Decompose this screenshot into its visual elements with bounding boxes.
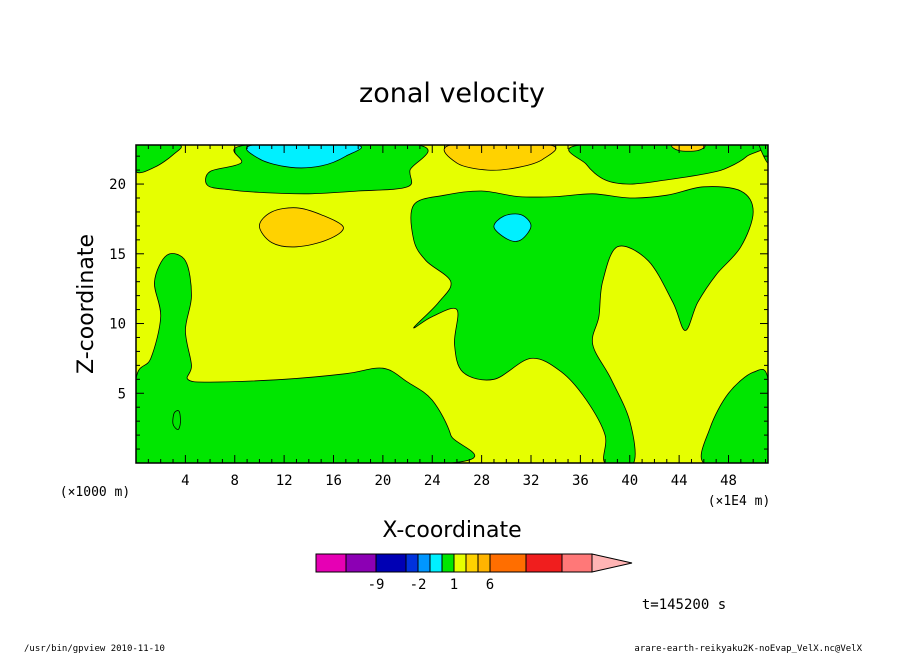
- y-tick-label: 20: [109, 177, 126, 193]
- colorbar-swatch: [489, 553, 527, 573]
- y-unit-label: (×1000 m): [60, 485, 130, 500]
- x-tick-label: 44: [671, 473, 688, 489]
- x-tick-label: 32: [523, 473, 540, 489]
- y-axis-title: Z-coordinate: [74, 234, 99, 374]
- colorbar-swatch: [405, 553, 419, 573]
- colorbar-swatch: [315, 553, 347, 573]
- colorbar-swatch: [477, 553, 491, 573]
- y-tick-label: 5: [118, 386, 126, 402]
- y-tick-label: 10: [109, 317, 126, 333]
- chart-title: zonal velocity: [359, 78, 545, 109]
- contour-region-0-6: [758, 145, 768, 164]
- contour-regions: [136, 145, 768, 463]
- colorbar-swatch: [345, 553, 377, 573]
- plot-frame: [135, 144, 769, 464]
- colorbar-swatch: [441, 553, 455, 573]
- contour-region-0-0: [136, 253, 476, 463]
- contour-region-0-1: [136, 145, 182, 174]
- contour-region-2-1: [493, 213, 532, 242]
- colorbar-level-label: 1: [450, 577, 458, 593]
- x-tick-label: 40: [621, 473, 638, 489]
- time-label: t=145200 s: [642, 597, 726, 613]
- footer-left: /usr/bin/gpview 2010-11-10: [24, 644, 165, 654]
- colorbar-swatch: [453, 553, 467, 573]
- footer-right: arare-earth-reikyaku2K-noEvap_VelX.nc@Ve…: [634, 644, 862, 654]
- x-tick-label: 4: [181, 473, 189, 489]
- contour-region-0-5: [700, 368, 768, 463]
- contour-region-0-4: [410, 186, 754, 463]
- colorbar-level-label: 6: [486, 577, 494, 593]
- colorbar-swatch: [417, 553, 431, 573]
- colorbar-level-label: -2: [410, 577, 427, 593]
- x-tick-label: 20: [374, 473, 391, 489]
- contour-region-1-2: [671, 145, 706, 152]
- x-tick-label: 16: [325, 473, 342, 489]
- contour-region-1-0: [258, 207, 344, 248]
- x-tick-label: 36: [572, 473, 589, 489]
- colorbar-swatch: [465, 553, 479, 573]
- x-tick-label: 8: [231, 473, 239, 489]
- y-tick-label: 15: [109, 247, 126, 263]
- contour-region-2-0: [246, 145, 362, 169]
- x-tick-label: 28: [473, 473, 490, 489]
- colorbar-swatch: [561, 553, 593, 573]
- x-tick-label: 12: [276, 473, 293, 489]
- contour-region-3-0: [172, 410, 181, 430]
- contour-region-1-1: [443, 145, 557, 171]
- x-tick-label: 48: [720, 473, 737, 489]
- colorbar: -9 -2 1 6: [315, 553, 633, 593]
- x-unit-label: (×1E4 m): [708, 494, 771, 509]
- colorbar-arrow: [591, 553, 633, 573]
- x-axis-title: X-coordinate: [382, 518, 521, 543]
- colorbar-swatch: [375, 553, 407, 573]
- x-tick-label: 24: [424, 473, 441, 489]
- colorbar-level-label: -9: [368, 577, 385, 593]
- colorbar-swatch: [525, 553, 563, 573]
- colorbar-swatch: [429, 553, 443, 573]
